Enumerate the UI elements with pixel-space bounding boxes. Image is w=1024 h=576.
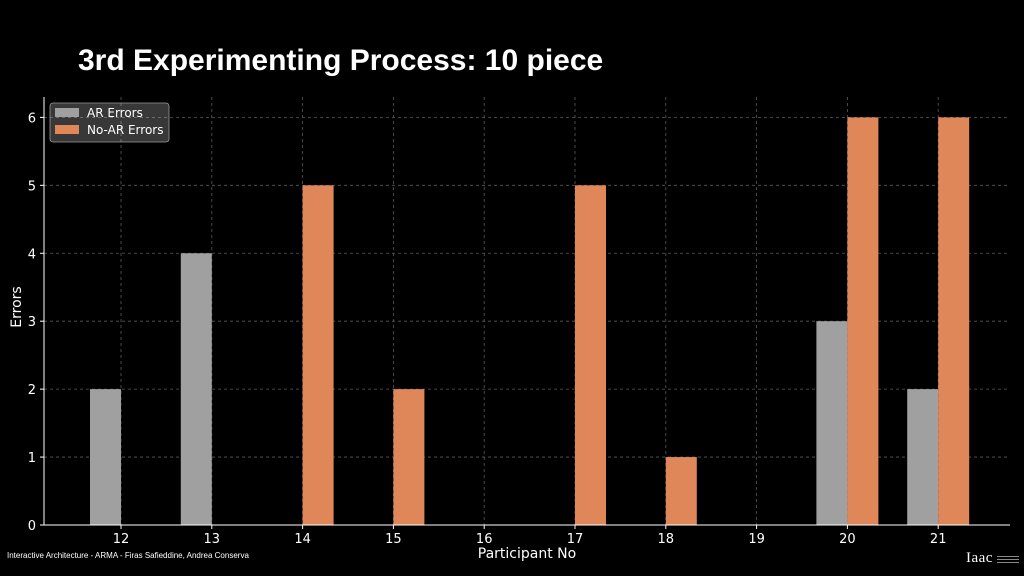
y-tick-label-2: 2 [28,383,36,398]
x-tick-label-17: 17 [567,532,584,547]
x-tick-label-14: 14 [294,532,311,547]
x-axis-label: Participant No [478,546,576,562]
slide-title: 3rd Experimenting Process: 10 piece [78,44,604,77]
x-tick-label-15: 15 [385,532,402,547]
ar-errors-bar-13 [180,253,212,525]
footer-credit: Interactive Architecture - ARMA - Firas … [7,551,249,560]
y-tick-label-1: 1 [28,451,36,466]
no-ar-errors-bar-21 [938,117,970,525]
ar-errors-bar-12 [90,389,121,525]
legend-label-ar: AR Errors [87,106,143,120]
legend-swatch-ar [55,108,79,117]
x-tick-label-12: 12 [113,532,130,547]
no-ar-errors-bar-18 [665,457,697,525]
legend-swatch-no-ar [55,125,79,134]
y-tick-label-6: 6 [28,111,36,126]
logo-mark: Iaac [966,550,993,566]
y-axis-label: Errors [9,286,25,327]
ar-errors-bar-21 [907,389,939,525]
logo-graphic-lines [996,556,1019,563]
x-tick-label-16: 16 [476,532,493,547]
no-ar-errors-bar-14 [302,185,334,526]
no-ar-errors-bar-15 [393,389,425,525]
legend-box [49,102,170,143]
no-ar-errors-bar-20 [847,117,879,525]
y-tick-label-0: 0 [28,519,36,534]
x-tick-label-21: 21 [930,532,947,547]
y-tick-label-4: 4 [28,247,36,262]
legend: AR Errors No-AR Errors [49,102,170,143]
no-ar-errors-bar-17 [575,185,606,526]
x-tick-label-13: 13 [204,532,221,547]
axes [43,97,1010,526]
ar-errors-bar-20 [816,321,848,525]
bars [90,117,970,526]
y-tick-label-5: 5 [28,179,36,194]
x-tick-label-19: 19 [748,532,765,547]
x-tick-label-18: 18 [658,532,675,547]
x-tick-label-20: 20 [839,532,856,547]
iaac-logo: Iaac [966,551,1019,566]
legend-label-no-ar: No-AR Errors [87,123,163,137]
y-tick-label-3: 3 [28,315,36,330]
